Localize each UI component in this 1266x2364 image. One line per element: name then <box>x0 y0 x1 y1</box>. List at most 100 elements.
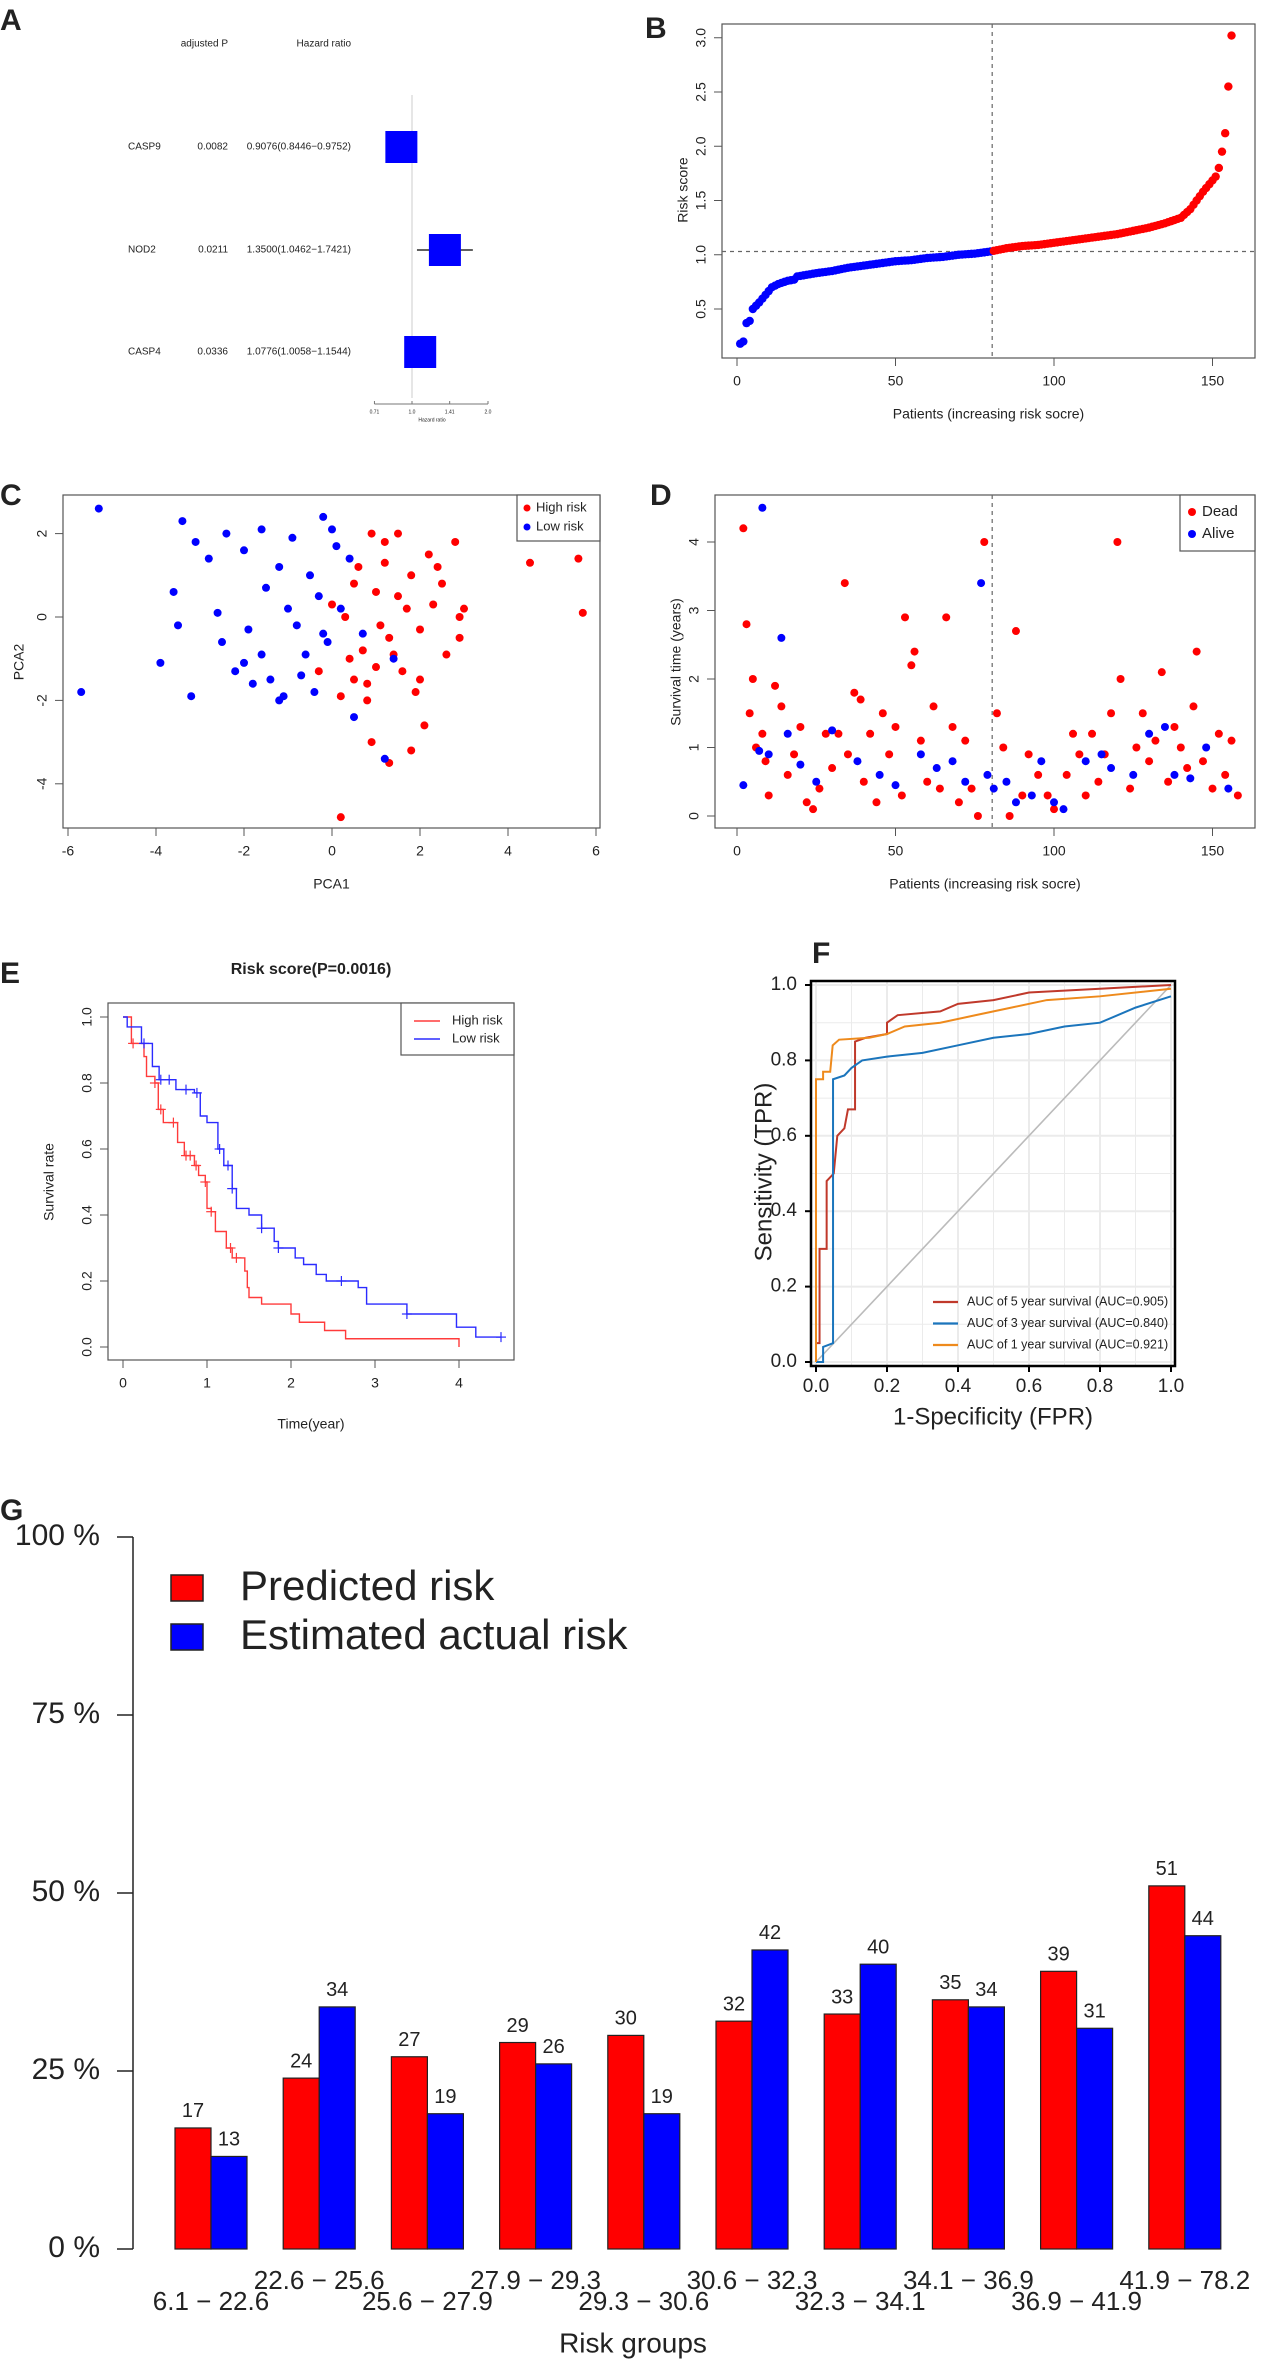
x-tick-label: 0 <box>119 1375 127 1391</box>
dead-point <box>1024 750 1033 759</box>
dead-point <box>859 777 868 786</box>
risk-score-point <box>745 316 754 326</box>
legend-box <box>1179 494 1256 552</box>
alive-point <box>1202 743 1211 752</box>
y-tick-label: 4 <box>686 538 702 546</box>
alive-point <box>989 784 998 793</box>
low-risk-point <box>301 650 310 659</box>
y-tick-label: 2 <box>686 675 702 683</box>
dead-point <box>1011 627 1020 636</box>
dead-point <box>840 579 849 588</box>
high-risk-point <box>407 746 416 755</box>
risk-score-point <box>1211 172 1220 181</box>
x-tick-label: 1 <box>203 1375 211 1391</box>
dead-point <box>948 722 957 731</box>
bar-value-label: 32 <box>723 1993 745 2015</box>
bar-value-label: 26 <box>542 2036 564 2058</box>
dead-point <box>739 524 748 533</box>
plot-border <box>714 494 1256 829</box>
high-risk-point <box>350 579 358 588</box>
low-risk-point <box>319 512 328 521</box>
dead-point <box>1069 729 1078 738</box>
gene-label: CASP4 <box>128 347 161 358</box>
bar-estimated-actual-risk <box>967 2006 1006 2250</box>
bar-estimated-actual-risk <box>318 2006 356 2250</box>
legend-marker <box>1188 530 1196 538</box>
x-axis-label: Hazard ratio <box>418 417 445 423</box>
legend-label: AUC of 5 year survival (AUC=0.905) <box>967 1294 1168 1308</box>
alive-point <box>891 781 900 790</box>
y-tick-label: 1.0 <box>771 974 797 995</box>
category-label: 32.3 − 34.1 <box>795 2286 926 2316</box>
bar-value-label: 35 <box>939 1972 961 1994</box>
alive-point <box>961 777 970 786</box>
dead-point <box>1075 750 1084 759</box>
alive-point <box>755 746 764 755</box>
x-tick-label: 0 <box>733 843 741 859</box>
high-risk-point <box>455 633 464 642</box>
legend-label: High risk <box>452 1012 503 1027</box>
legend-swatch <box>170 1623 204 1651</box>
low-risk-point <box>358 629 367 638</box>
x-tick-label: 0.6 <box>1016 1376 1042 1397</box>
diagonal-reference-line <box>815 984 1172 1363</box>
dead-point <box>1221 770 1230 779</box>
x-tick-label: -6 <box>62 843 75 859</box>
bar-value-label: 30 <box>615 2008 637 2030</box>
dead-point <box>821 729 830 738</box>
alive-point <box>1059 805 1068 814</box>
bar-value-label: 39 <box>1047 1944 1069 1966</box>
dead-point <box>1151 736 1160 745</box>
dead-point <box>790 750 799 759</box>
dead-point <box>834 729 843 738</box>
dead-point <box>961 736 970 745</box>
panel-label: F <box>812 937 830 970</box>
y-tick-label: 75 % <box>32 1697 100 1730</box>
legend-label: AUC of 1 year survival (AUC=0.921) <box>967 1337 1168 1351</box>
dead-point <box>1138 709 1147 718</box>
dead-point <box>1126 784 1135 793</box>
dead-point <box>815 784 824 793</box>
low-risk-point <box>310 688 319 697</box>
dead-point <box>1132 743 1141 752</box>
alive-point <box>1170 770 1179 779</box>
high-risk-point <box>424 550 433 559</box>
gene-label: CASP9 <box>128 142 161 153</box>
x-tick-label: 1.41 <box>445 409 455 415</box>
dead-point <box>1164 777 1173 786</box>
alive-point <box>948 757 957 766</box>
low-risk-point <box>279 692 288 701</box>
x-tick-label: 50 <box>888 373 904 389</box>
y-tick-label: 0.2 <box>79 1271 95 1291</box>
alive-point <box>916 750 925 759</box>
high-risk-point <box>354 562 363 571</box>
bar-value-label: 27 <box>398 2029 420 2051</box>
x-tick-label: 0.71 <box>370 409 380 415</box>
y-tick-label: 0.0 <box>771 1351 797 1372</box>
high-risk-point <box>420 721 429 730</box>
dead-point <box>856 695 865 704</box>
high-risk-point <box>380 558 389 567</box>
bar-value-label: 17 <box>182 2100 204 2122</box>
dead-point <box>742 620 751 629</box>
dead-point <box>967 784 976 793</box>
high-risk-point <box>372 587 380 596</box>
high-risk-point <box>314 667 323 676</box>
low-risk-point <box>350 713 358 722</box>
high-risk-point <box>460 604 468 613</box>
y-tick-label: 0 % <box>48 2231 100 2264</box>
dead-point <box>1198 757 1207 766</box>
dead-point <box>1170 722 1179 731</box>
legend-label: AUC of 3 year survival (AUC=0.840) <box>967 1316 1168 1330</box>
x-tick-label: 100 <box>1042 373 1066 389</box>
x-tick-label: 4 <box>504 843 512 859</box>
dead-point <box>843 750 852 759</box>
dead-point <box>980 538 989 546</box>
legend-label: High risk <box>536 499 587 514</box>
high-risk-point <box>363 679 372 688</box>
y-axis-label: Risk score <box>675 157 691 223</box>
y-tick-label: -4 <box>34 777 50 790</box>
dead-point <box>1107 709 1116 718</box>
bar-predicted-risk <box>823 2013 861 2250</box>
hazard-ratio-box <box>428 234 461 266</box>
